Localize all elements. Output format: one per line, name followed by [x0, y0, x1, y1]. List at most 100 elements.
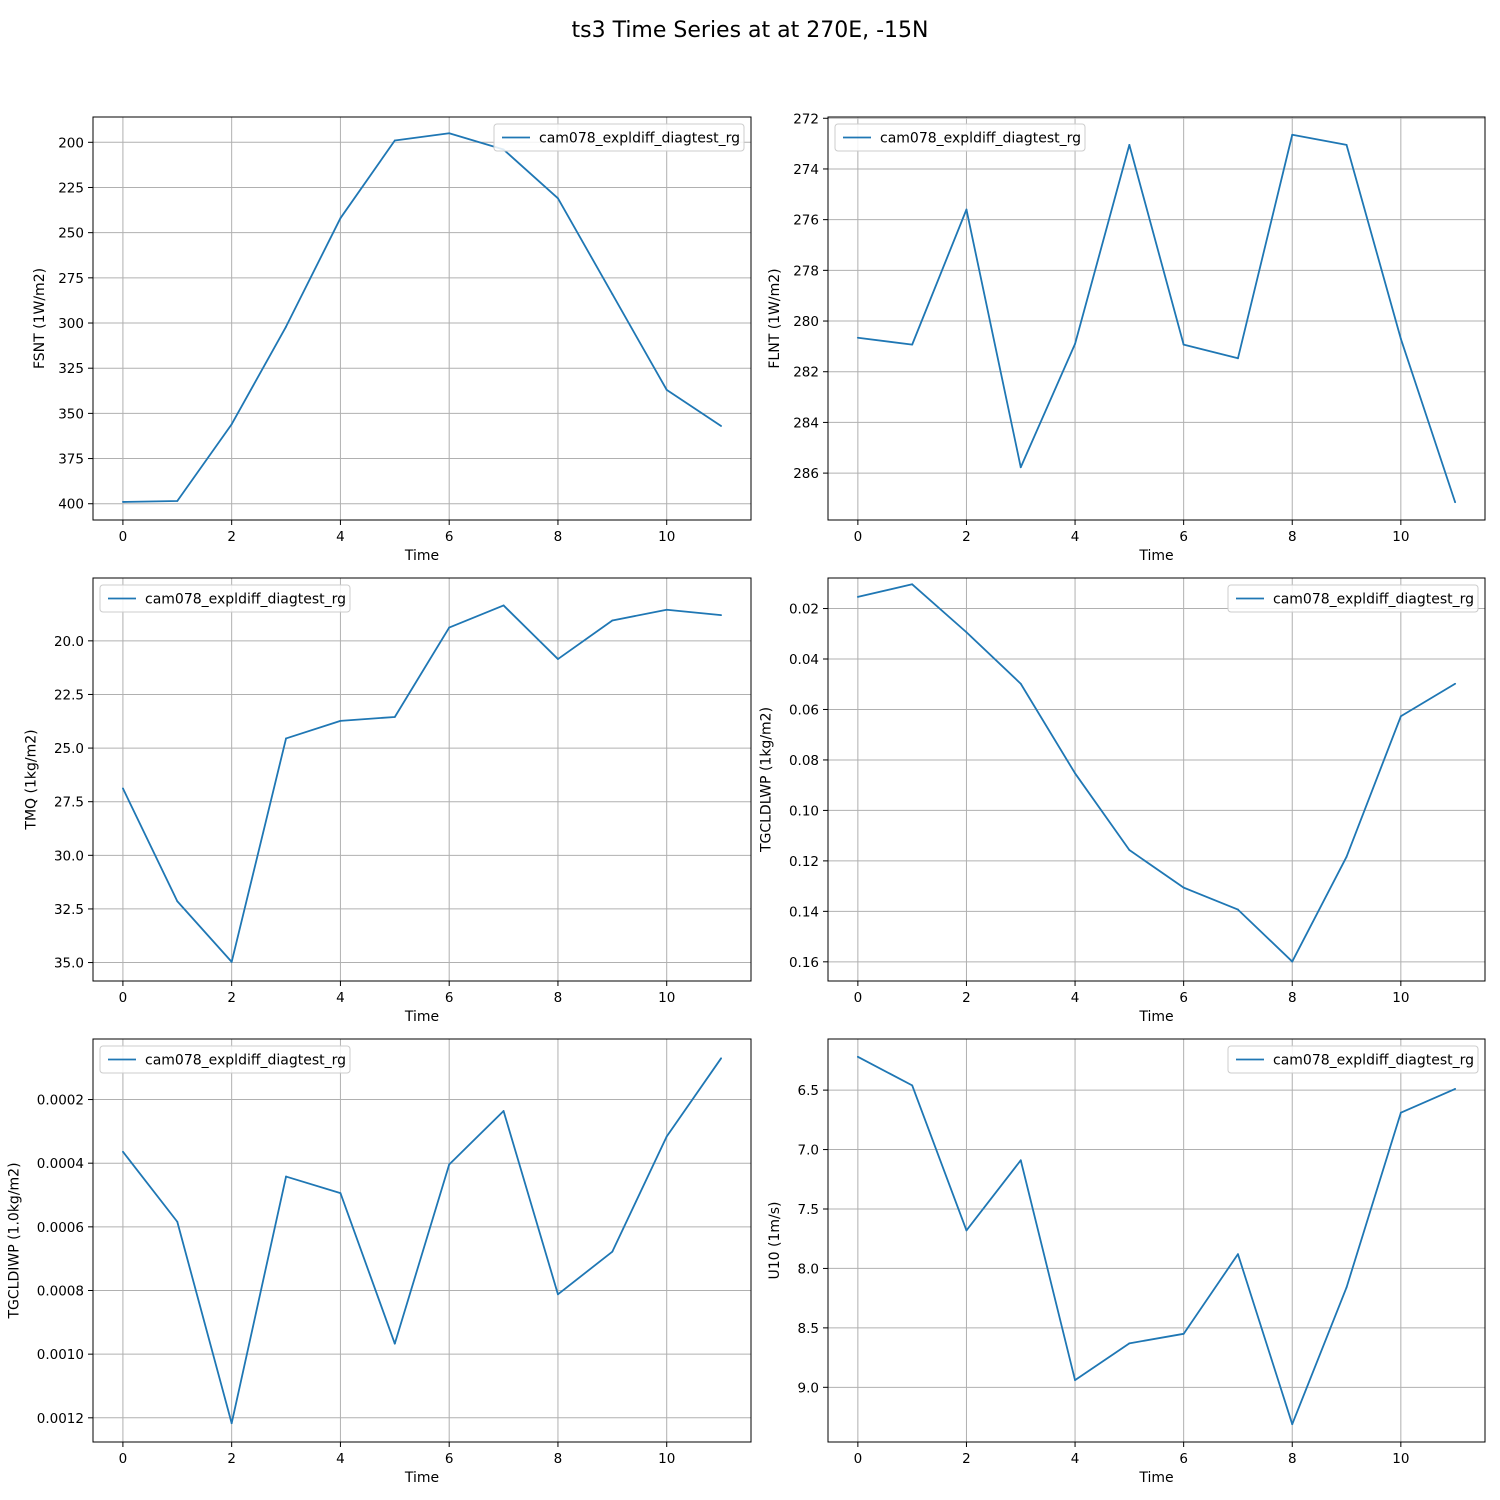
- data-point: [176, 900, 179, 903]
- data-point: [1237, 357, 1239, 360]
- data-point: [393, 139, 396, 142]
- data-point: [1237, 908, 1239, 911]
- series-line: [857, 133, 1456, 503]
- y-axis-label: TGCLDIWP (1.0kg/m2): [6, 1162, 22, 1319]
- data-point: [230, 423, 233, 426]
- data-point: [1399, 715, 1402, 718]
- axes-frame: [827, 577, 1486, 982]
- y-tick-label: 30.0: [54, 848, 84, 864]
- x-tick-label: 8: [554, 1451, 563, 1467]
- y-tick-label: 0.02: [789, 602, 819, 618]
- x-axis-label: Time: [404, 1470, 439, 1486]
- y-tick-label: 7.5: [798, 1202, 819, 1218]
- data-point: [1074, 342, 1076, 345]
- subplots: 0 2 4 6 8 10200225250275300325350375400TimeFS…: [6, 111, 1486, 1486]
- data-point: [1182, 886, 1185, 889]
- data-point: [448, 1163, 451, 1166]
- data-point: [339, 217, 342, 220]
- x-tick-label: 4: [336, 1451, 345, 1467]
- y-axis-label: FLNT (1W/m2): [767, 268, 783, 368]
- y-tick-label: 8.5: [798, 1321, 819, 1337]
- legend-label: cam078_expldiff_diagtest_rg: [880, 131, 1081, 147]
- series-line: [122, 132, 722, 503]
- legend-label: cam078_expldiff_diagtest_rg: [539, 131, 740, 147]
- x-axis-label: Time: [404, 1009, 439, 1025]
- y-axis-label: TGCLDLWP (1kg/m2): [759, 707, 775, 853]
- data-point: [1128, 849, 1131, 851]
- x-tick-label: 8: [554, 990, 563, 1006]
- y-axis-label: TMQ (1kg/m2): [24, 729, 40, 830]
- x-axis-label: Time: [404, 548, 439, 564]
- legend: cam078_expldiff_diagtest_rg: [99, 1045, 351, 1074]
- subplot-1: 0 2 4 6 8 10 200 225 250 275 300 325 350 375 400 Time FS…: [32, 116, 752, 564]
- data-point: [1345, 1286, 1348, 1289]
- axes-frame: [92, 577, 752, 982]
- legend: cam078_expldiff_diagtest_rg: [834, 123, 1086, 152]
- x-tick-label: 10: [658, 529, 675, 545]
- y-tick-label: 350: [58, 406, 84, 422]
- data-point: [856, 1055, 859, 1058]
- data-point: [230, 961, 233, 963]
- axes-frame: [827, 1038, 1486, 1443]
- x-tick-label: 0: [854, 1451, 863, 1467]
- legend: cam078_expldiff_diagtest_rg: [99, 584, 351, 613]
- y-tick-label: 7.0: [798, 1143, 819, 1159]
- y-tick-label: 0.08: [789, 753, 819, 769]
- data-point: [122, 501, 124, 503]
- x-tick-label: 10: [1392, 529, 1409, 545]
- data-point: [1399, 1111, 1402, 1114]
- x-tick-label: 8: [554, 529, 563, 545]
- y-tick-label: 272: [793, 111, 819, 127]
- x-tick-label: 8: [1288, 990, 1297, 1006]
- legend-label: cam078_expldiff_diagtest_rg: [145, 592, 346, 608]
- legend-box: [493, 123, 745, 152]
- subplot-2: 0 2 4 6 8 10 272 274 276 278 280 282 284 286 Time FLNT …: [767, 111, 1486, 564]
- data-point: [1128, 1342, 1131, 1345]
- y-tick-label: 400: [58, 497, 84, 513]
- data-point: [611, 619, 614, 622]
- y-tick-label: 278: [793, 263, 819, 279]
- legend-label: cam078_expldiff_diagtest_rg: [145, 1053, 346, 1069]
- data-point: [1291, 960, 1294, 963]
- x-tick-label: 0: [119, 1451, 128, 1467]
- x-tick-label: 4: [1071, 529, 1080, 545]
- data-point: [285, 1175, 287, 1178]
- x-tick-label: 10: [1392, 990, 1409, 1006]
- series-line: [122, 604, 722, 963]
- x-tick-label: 6: [445, 529, 454, 545]
- y-tick-label: 280: [793, 314, 819, 330]
- y-tick-label: 20.0: [54, 634, 84, 650]
- y-axis-label: FSNT (1W/m2): [32, 268, 48, 369]
- x-tick-label: 8: [1288, 529, 1297, 545]
- data-point: [285, 737, 287, 740]
- x-tick-label: 0: [119, 529, 128, 545]
- data-point: [557, 658, 559, 660]
- x-axis-label: Time: [1138, 1009, 1173, 1025]
- data-point: [339, 1192, 342, 1195]
- y-tick-label: 0.0004: [37, 1156, 84, 1172]
- x-axis-label: Time: [1138, 1470, 1173, 1486]
- data-point: [1291, 133, 1294, 136]
- data-point: [1454, 501, 1457, 504]
- y-tick-label: 0.0006: [37, 1220, 84, 1236]
- data-point: [393, 1342, 396, 1345]
- data-point: [911, 343, 914, 346]
- legend-box: [99, 1045, 351, 1074]
- x-tick-label: 10: [1392, 1451, 1409, 1467]
- x-tick-label: 2: [962, 1451, 971, 1467]
- y-tick-label: 286: [793, 466, 819, 482]
- data-point: [339, 719, 342, 722]
- data-point: [1128, 143, 1131, 146]
- subplot-6: 0 2 4 6 8 10 6.5 7.0 7.5 8.0 8.5 9.0 Time U10 (1m/s) c…: [767, 1038, 1486, 1486]
- x-tick-label: 4: [336, 990, 345, 1006]
- x-tick-label: 8: [1288, 1451, 1297, 1467]
- y-tick-label: 22.5: [54, 687, 84, 703]
- y-tick-label: 375: [58, 452, 84, 468]
- data-point: [1291, 1423, 1294, 1426]
- y-tick-label: 27.5: [54, 795, 84, 811]
- x-tick-label: 4: [1071, 1451, 1080, 1467]
- y-tick-label: 275: [58, 271, 84, 287]
- data-point: [1074, 772, 1076, 775]
- y-tick-label: 276: [793, 213, 819, 229]
